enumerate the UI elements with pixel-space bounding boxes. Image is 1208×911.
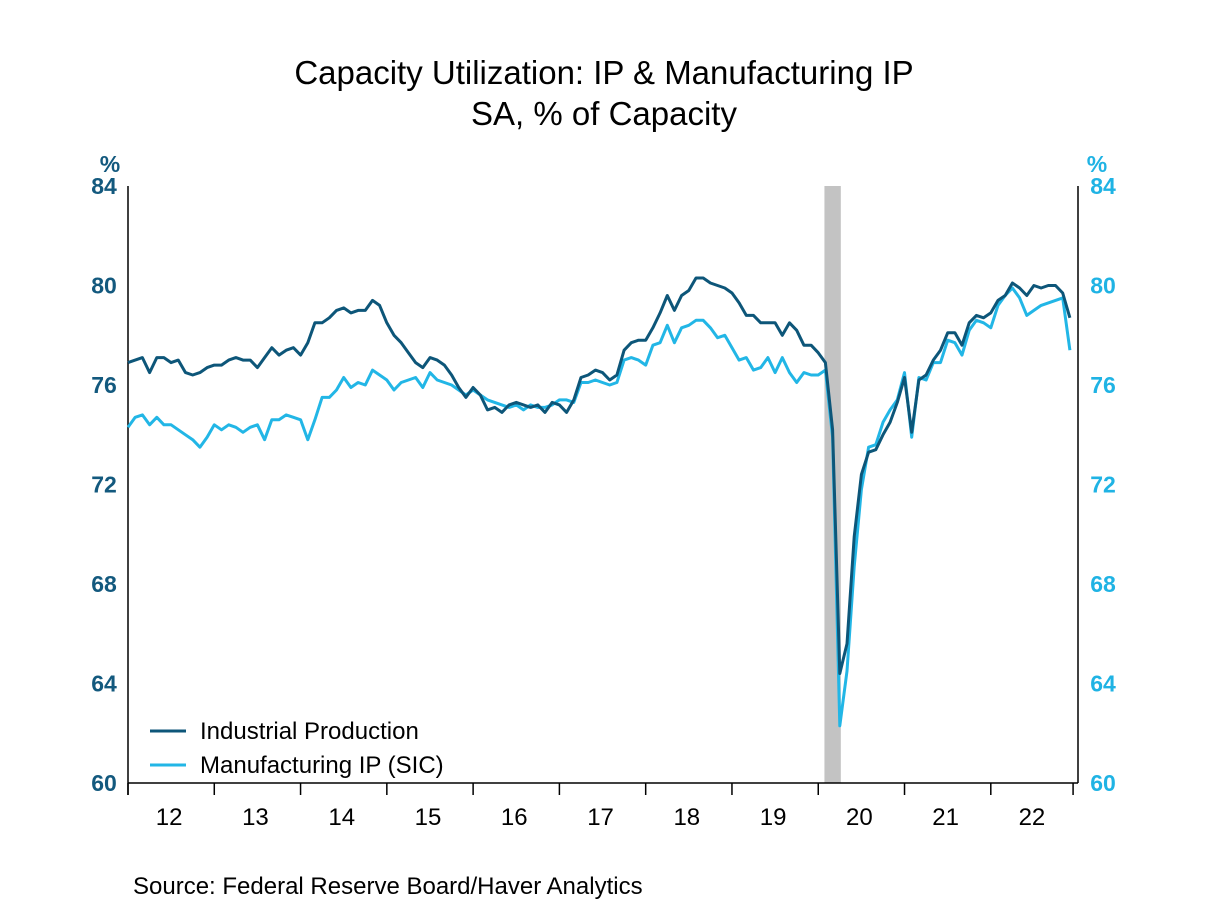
x-tick-label: 19 bbox=[760, 804, 787, 831]
left-y-tick-label: 68 bbox=[91, 571, 117, 597]
right-y-tick-label: 64 bbox=[1090, 671, 1116, 697]
x-tick-label: 13 bbox=[242, 804, 269, 831]
left-y-tick-label: 72 bbox=[91, 472, 117, 498]
x-tick-label: 16 bbox=[501, 804, 528, 831]
x-tick-label: 17 bbox=[587, 804, 614, 831]
x-tick-label: 21 bbox=[932, 804, 959, 831]
legend: Industrial Production Manufacturing IP (… bbox=[150, 718, 444, 779]
x-tick-label: 14 bbox=[328, 804, 355, 831]
left-y-tick-label: 80 bbox=[91, 273, 117, 299]
x-tick-label: 12 bbox=[156, 804, 183, 831]
left-y-tick-label: 64 bbox=[91, 671, 117, 697]
left-y-tick-label: 84 bbox=[91, 173, 117, 199]
series-line-industrial-production bbox=[127, 276, 1072, 675]
x-tick-label: 22 bbox=[1019, 804, 1046, 831]
right-y-tick-label: 80 bbox=[1090, 273, 1116, 299]
right-y-tick-label: 76 bbox=[1090, 372, 1116, 398]
x-tick-label: 18 bbox=[673, 804, 700, 831]
x-tick-label: 15 bbox=[415, 804, 442, 831]
left-axis-unit: % bbox=[100, 151, 120, 177]
right-y-tick-label: 68 bbox=[1090, 571, 1116, 597]
right-y-tick-label: 84 bbox=[1090, 173, 1116, 199]
legend-label-manufacturing-ip: Manufacturing IP (SIC) bbox=[200, 752, 444, 779]
series-lines bbox=[126, 276, 1072, 728]
right-y-tick-label: 60 bbox=[1090, 770, 1116, 796]
x-tick-label: 20 bbox=[846, 804, 873, 831]
right-axis-unit: % bbox=[1087, 151, 1107, 177]
source-note: Source: Federal Reserve Board/Haver Anal… bbox=[133, 873, 643, 900]
chart-subtitle: SA, % of Capacity bbox=[471, 95, 737, 132]
right-y-tick-label: 72 bbox=[1090, 472, 1116, 498]
left-y-tick-label: 60 bbox=[91, 770, 117, 796]
chart-title: Capacity Utilization: IP & Manufacturing… bbox=[294, 54, 913, 91]
legend-label-industrial-production: Industrial Production bbox=[200, 718, 419, 745]
axes: % % 60 60 64 64 68 68 72 72 76 76 80 80 84 84 12 13 14 15 16… bbox=[91, 151, 1116, 831]
left-y-tick-label: 76 bbox=[91, 372, 117, 398]
